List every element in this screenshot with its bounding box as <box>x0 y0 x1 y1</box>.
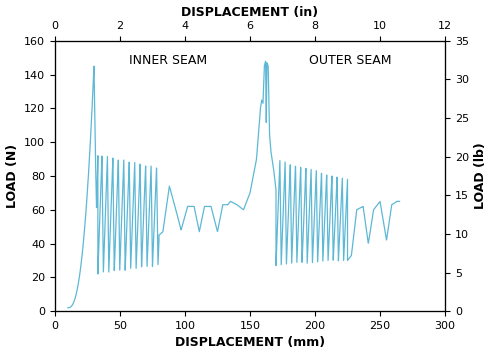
Y-axis label: LOAD (lb): LOAD (lb) <box>474 143 488 209</box>
X-axis label: DISPLACEMENT (in): DISPLACEMENT (in) <box>181 6 318 18</box>
Y-axis label: LOAD (N): LOAD (N) <box>5 144 19 208</box>
X-axis label: DISPLACEMENT (mm): DISPLACEMENT (mm) <box>175 337 325 349</box>
Text: OUTER SEAM: OUTER SEAM <box>309 54 391 67</box>
Text: INNER SEAM: INNER SEAM <box>129 54 207 67</box>
